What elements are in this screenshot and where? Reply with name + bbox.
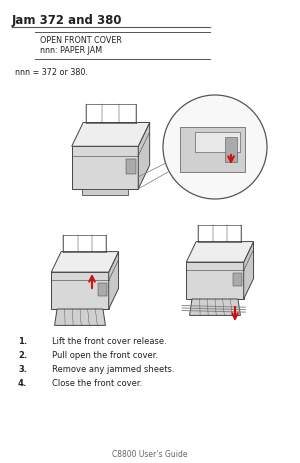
Polygon shape (98, 283, 107, 296)
Polygon shape (186, 242, 254, 263)
Polygon shape (109, 252, 118, 309)
Polygon shape (186, 263, 244, 300)
Polygon shape (51, 252, 118, 273)
Text: 4.: 4. (18, 378, 27, 387)
Polygon shape (60, 309, 100, 314)
Text: Lift the front cover release.: Lift the front cover release. (52, 336, 167, 345)
Text: 2.: 2. (18, 350, 27, 359)
Text: Jam 372 and 380: Jam 372 and 380 (12, 14, 122, 27)
Text: Close the front cover.: Close the front cover. (52, 378, 142, 387)
Polygon shape (180, 128, 245, 173)
Polygon shape (55, 309, 105, 325)
Circle shape (163, 96, 267, 200)
Polygon shape (51, 273, 109, 309)
Polygon shape (225, 138, 237, 163)
Text: 3.: 3. (18, 364, 27, 373)
Polygon shape (190, 300, 240, 316)
Polygon shape (244, 242, 254, 300)
Polygon shape (72, 147, 138, 189)
Text: Pull open the front cover.: Pull open the front cover. (52, 350, 158, 359)
Polygon shape (126, 160, 136, 175)
Text: nnn = 372 or 380.: nnn = 372 or 380. (15, 68, 88, 77)
Polygon shape (72, 123, 150, 147)
Text: nnn: PAPER JAM: nnn: PAPER JAM (40, 46, 102, 55)
Polygon shape (233, 274, 242, 287)
Text: C8800 User’s Guide: C8800 User’s Guide (112, 449, 188, 458)
Text: 1.: 1. (18, 336, 27, 345)
Text: OPEN FRONT COVER: OPEN FRONT COVER (40, 36, 122, 45)
Polygon shape (195, 133, 240, 153)
Polygon shape (138, 123, 150, 189)
Polygon shape (82, 189, 128, 195)
Polygon shape (195, 300, 235, 304)
Text: Remove any jammed sheets.: Remove any jammed sheets. (52, 364, 175, 373)
